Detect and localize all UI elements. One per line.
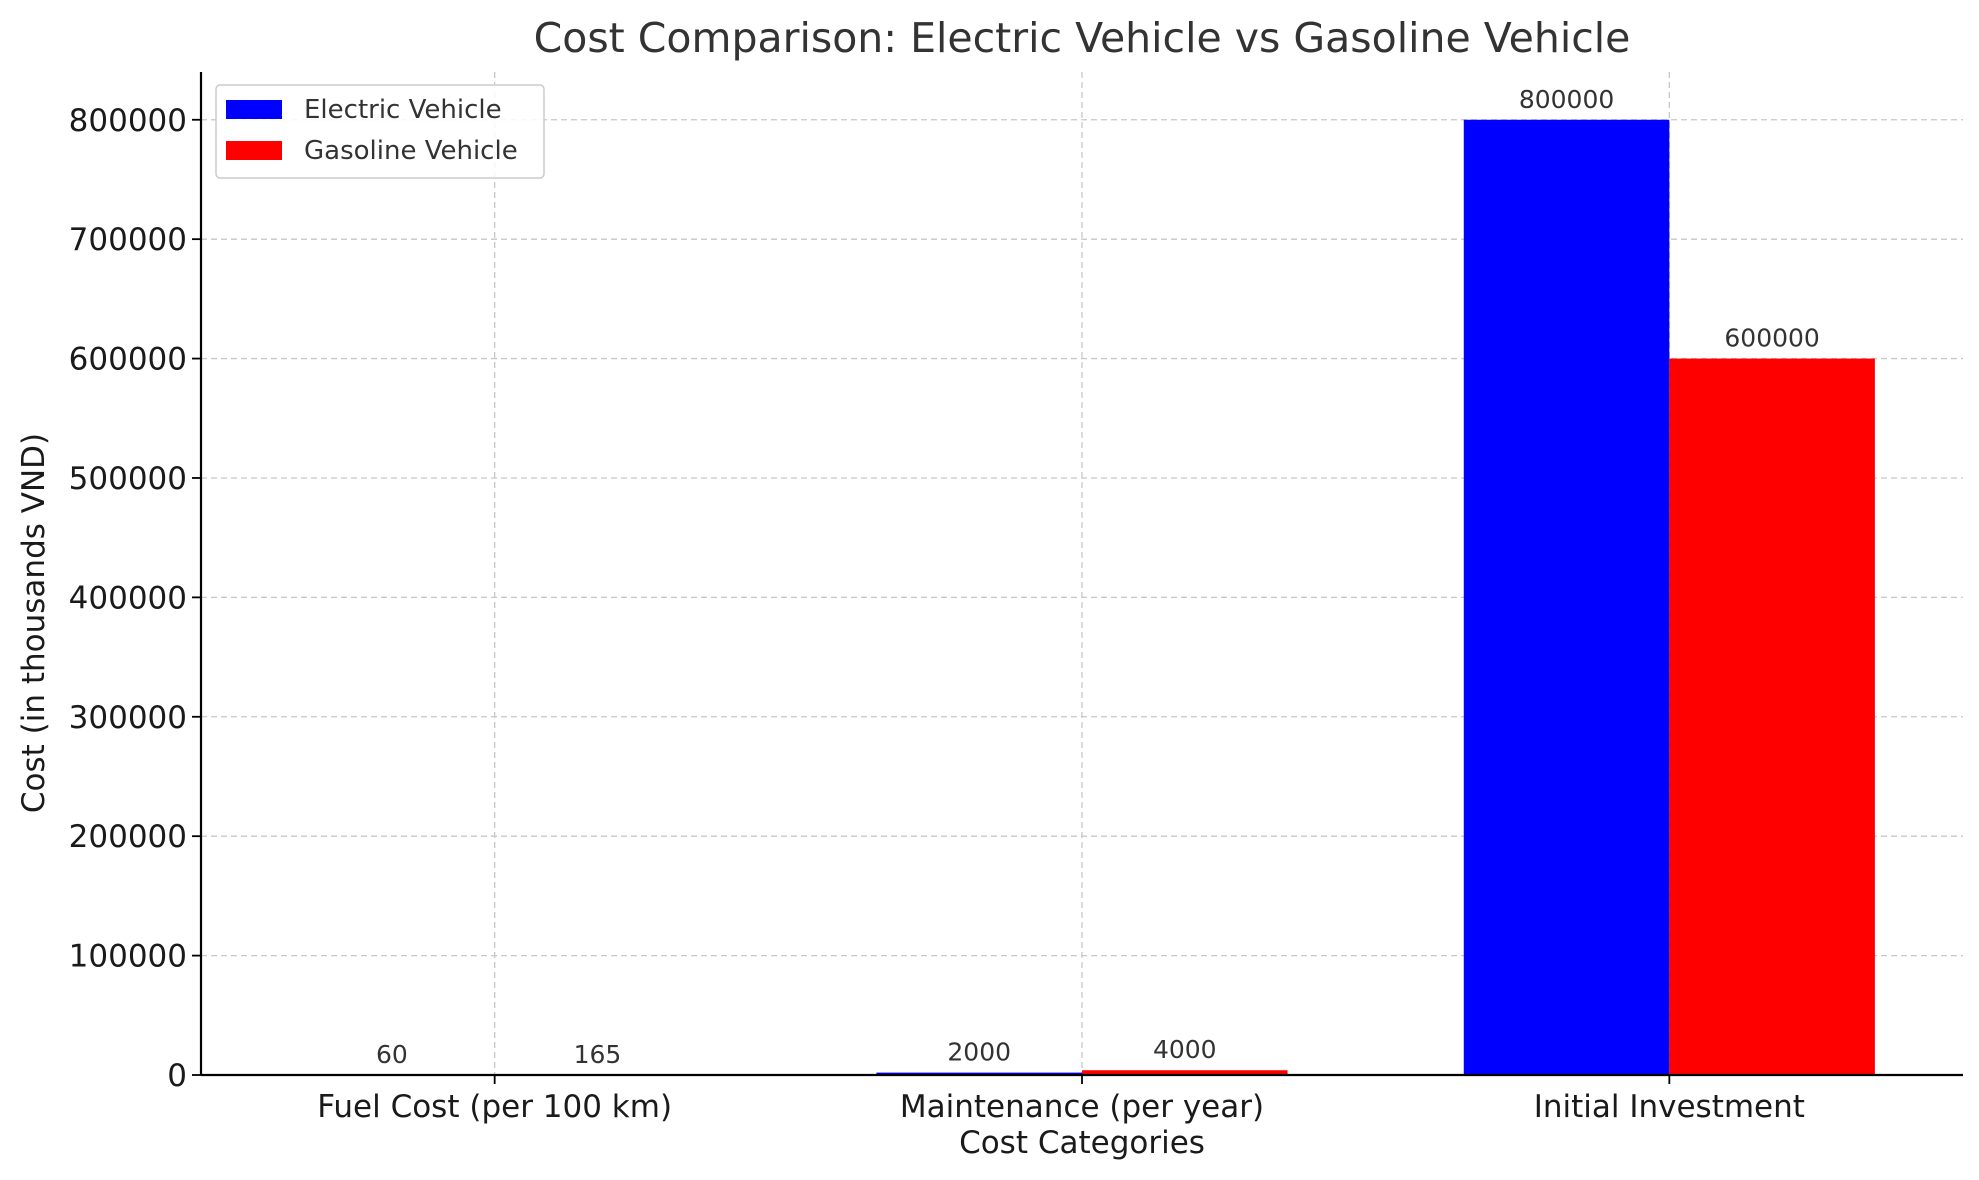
bar xyxy=(1082,1070,1288,1075)
y-tick-label: 0 xyxy=(167,1058,187,1094)
bar-value-label: 60 xyxy=(376,1040,408,1069)
y-tick-label: 100000 xyxy=(69,939,187,975)
grid-lines xyxy=(201,72,1963,1075)
legend-label: Gasoline Vehicle xyxy=(304,136,518,166)
bar-value-label: 2000 xyxy=(947,1038,1011,1067)
x-axis-ticks: Fuel Cost (per 100 km) Maintenance (per y… xyxy=(317,1075,1805,1125)
legend-box xyxy=(215,84,545,179)
y-tick-label: 500000 xyxy=(69,461,187,497)
data-labels: 60 2000 800000 165 4000 600000 xyxy=(376,85,1820,1069)
x-tick-label: Maintenance (per year) xyxy=(900,1089,1264,1125)
x-tick-label: Initial Investment xyxy=(1534,1089,1805,1125)
y-tick-label: 400000 xyxy=(69,580,187,616)
legend: Electric Vehicle Gasoline Vehicle xyxy=(215,84,545,179)
y-tick-label: 200000 xyxy=(69,819,187,855)
bar-value-label: 4000 xyxy=(1153,1035,1217,1064)
x-axis-label: Cost Categories xyxy=(959,1125,1205,1161)
bar-value-label: 800000 xyxy=(1519,85,1614,114)
chart-title: Cost Comparison: Electric Vehicle vs Gas… xyxy=(534,14,1631,62)
bar xyxy=(1463,119,1670,1075)
y-tick-label: 800000 xyxy=(69,103,187,139)
bar-value-label: 600000 xyxy=(1724,324,1819,353)
legend-swatch xyxy=(226,100,282,119)
y-axis-ticks: 0 100000 200000 300000 400000 500000 600000 700… xyxy=(69,103,201,1094)
legend-swatch xyxy=(226,141,282,160)
y-axis-label: Cost (in thousands VND) xyxy=(16,433,52,813)
bar xyxy=(876,1072,1082,1075)
y-tick-label: 600000 xyxy=(69,342,187,378)
bar-value-label: 165 xyxy=(574,1040,622,1069)
bar xyxy=(1669,358,1875,1076)
y-tick-label: 700000 xyxy=(69,222,187,258)
bars xyxy=(289,119,1875,1076)
y-tick-label: 300000 xyxy=(69,700,187,736)
x-tick-label: Fuel Cost (per 100 km) xyxy=(317,1089,672,1125)
legend-label: Electric Vehicle xyxy=(304,95,502,125)
